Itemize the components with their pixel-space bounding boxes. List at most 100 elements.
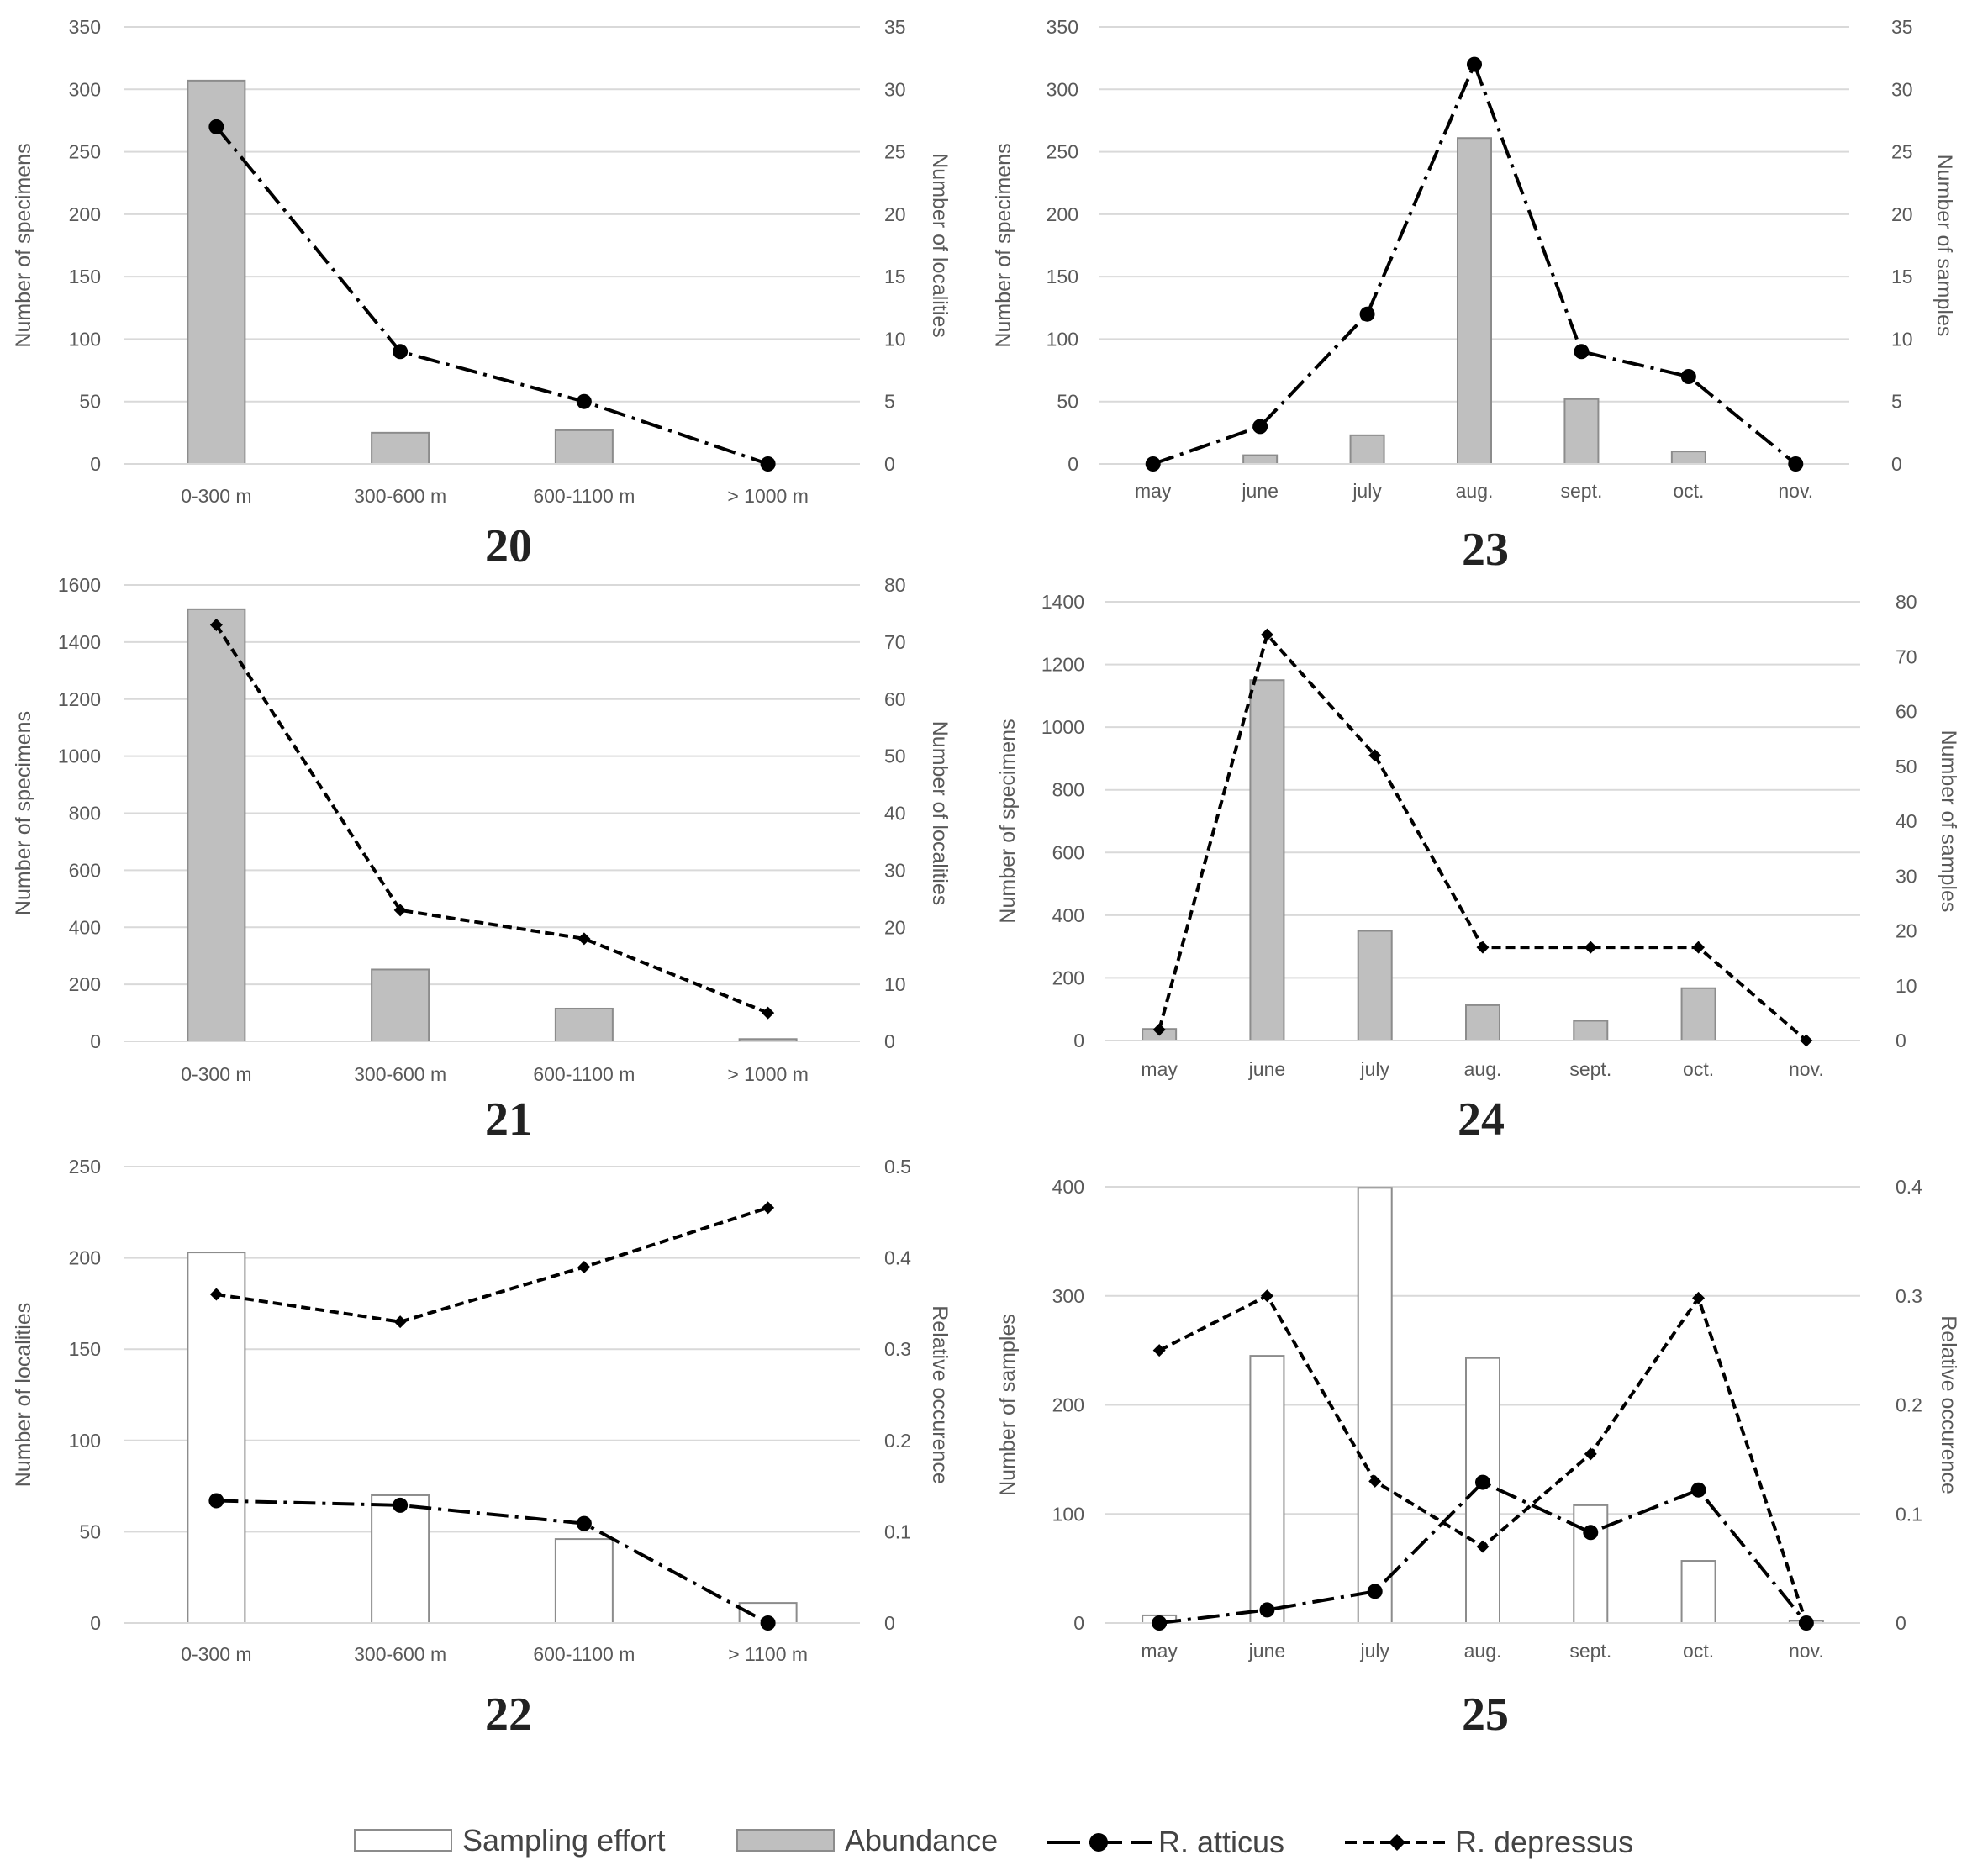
- x-tick-label: 0-300 m: [181, 1643, 251, 1665]
- y-tick-label: 200: [1047, 203, 1078, 225]
- bar: [554, 1007, 614, 1043]
- point-marker: [393, 344, 409, 360]
- y-tick-label: 100: [69, 1430, 101, 1452]
- y2-tick-label: 5: [1891, 391, 1902, 413]
- y2-tick-label: 80: [1896, 591, 1917, 613]
- y-tick-label: 1400: [58, 631, 101, 653]
- x-tick-label: > 1100 m: [728, 1643, 808, 1665]
- point-marker: [1788, 456, 1804, 472]
- y2-tick-label: 0.5: [884, 1156, 911, 1178]
- x-tick-label: 0-300 m: [181, 1063, 251, 1085]
- bar: [1457, 137, 1492, 465]
- y-tick-label: 150: [69, 1338, 101, 1360]
- y-tick-label: 300: [69, 78, 101, 100]
- y-tick-label: 0: [1073, 1612, 1084, 1634]
- y-tick-label: 200: [69, 203, 101, 225]
- y-tick-label: 0: [90, 453, 101, 475]
- y-tick-label: 300: [1052, 1285, 1084, 1307]
- chart-23: 0 50 100 150 200 250 300 350 0 5 10 15 20 25 30 35 may ju…: [992, 16, 1956, 576]
- bar: [187, 608, 246, 1042]
- bar: [1573, 1020, 1609, 1042]
- y2-tick-label: 25: [1891, 141, 1913, 163]
- x-tick-label: sept.: [1569, 1058, 1611, 1080]
- x-tick-label: july: [1359, 1640, 1389, 1662]
- y-tick-label: 200: [1052, 967, 1084, 988]
- y-tick-label: 1000: [58, 746, 101, 767]
- y2-tick-label: 70: [1896, 646, 1917, 667]
- y-tick-label: 600: [69, 859, 101, 881]
- point-marker: [1692, 1291, 1706, 1304]
- bar: [1357, 1187, 1393, 1624]
- y-tick-label: 200: [69, 1247, 101, 1269]
- x-tick-label: may: [1135, 480, 1172, 502]
- y2-tick-label: 60: [884, 688, 906, 710]
- bar: [1573, 1504, 1609, 1624]
- y2-tick-label: 80: [884, 574, 906, 596]
- x-tick-label: 600-1100 m: [533, 1643, 635, 1665]
- y-tick-label: 0: [1068, 453, 1078, 475]
- y2-tick-label: 0.4: [1896, 1176, 1922, 1198]
- y2-tick-label: 30: [884, 78, 906, 100]
- x-tick-label: nov.: [1778, 480, 1813, 502]
- point-marker: [1368, 749, 1382, 762]
- x-tick-label: oct.: [1673, 480, 1704, 502]
- bar: [187, 1252, 246, 1624]
- y2-tick-label: 0.2: [884, 1430, 911, 1452]
- y-tick-label: 1200: [1041, 654, 1084, 676]
- y2-tick-label: 10: [1891, 328, 1913, 350]
- point-marker: [1252, 419, 1268, 435]
- panel-number: 21: [485, 1093, 532, 1146]
- bar: [554, 1538, 614, 1625]
- y-tick-label: 50: [79, 391, 101, 413]
- y2-tick-label: 50: [1896, 756, 1917, 777]
- point-marker: [1475, 1474, 1490, 1490]
- y2-tick-label: 20: [884, 916, 906, 938]
- x-tick-label: june: [1248, 1640, 1285, 1662]
- y2-tick-label: 35: [884, 16, 906, 38]
- y-tick-label: 50: [1057, 391, 1078, 413]
- legend-label-abundance: Abundance: [845, 1823, 998, 1858]
- y-axis-title: Number of specimens: [992, 143, 1015, 347]
- panel-number: 24: [1458, 1093, 1505, 1146]
- y2-tick-label: 0.3: [884, 1338, 911, 1360]
- panel-number: 25: [1462, 1689, 1509, 1741]
- point-marker: [760, 456, 776, 472]
- y2-tick-label: 40: [1896, 810, 1917, 832]
- y-tick-label: 0: [90, 1030, 101, 1052]
- legend-label-r-atticus: R. atticus: [1158, 1825, 1284, 1859]
- chart-panels: 050100150200250300350051015202530350-300…: [12, 16, 1960, 1741]
- y2-tick-label: 0.4: [884, 1247, 911, 1269]
- y2-tick-label: 30: [884, 859, 906, 881]
- point-marker: [1680, 369, 1696, 384]
- point-marker: [1584, 941, 1597, 954]
- point-marker: [208, 1493, 224, 1509]
- y-axis-title: Number of specimens: [12, 711, 35, 915]
- bar: [1357, 930, 1393, 1041]
- y2-tick-label: 0: [884, 1030, 895, 1052]
- y-tick-label: 250: [1047, 141, 1078, 163]
- bar: [371, 1494, 430, 1624]
- y-tick-label: 200: [1052, 1394, 1084, 1416]
- y2-tick-label: 0.1: [1896, 1503, 1922, 1525]
- legend-marker-r-atticus: [1089, 1833, 1108, 1852]
- y2-tick-label: 60: [1896, 701, 1917, 723]
- y2-tick-label: 30: [1896, 865, 1917, 887]
- y2-tick-label: 20: [884, 203, 906, 225]
- bar: [1465, 1004, 1500, 1042]
- y-tick-label: 100: [1052, 1503, 1084, 1525]
- y-tick-label: 1400: [1041, 591, 1084, 613]
- y2-tick-label: 70: [884, 631, 906, 653]
- point-marker: [1260, 628, 1273, 641]
- y-tick-label: 400: [69, 916, 101, 938]
- panel-number: 20: [485, 520, 532, 572]
- y-tick-label: 150: [1047, 266, 1078, 287]
- y2-tick-label: 0.3: [1896, 1285, 1922, 1307]
- point-marker: [1467, 56, 1482, 72]
- y-tick-label: 1600: [58, 574, 101, 596]
- x-tick-label: may: [1141, 1640, 1178, 1662]
- point-marker: [576, 393, 592, 409]
- y2-tick-label: 20: [1896, 920, 1917, 942]
- point-marker: [1145, 456, 1161, 472]
- point-marker: [1152, 1344, 1166, 1357]
